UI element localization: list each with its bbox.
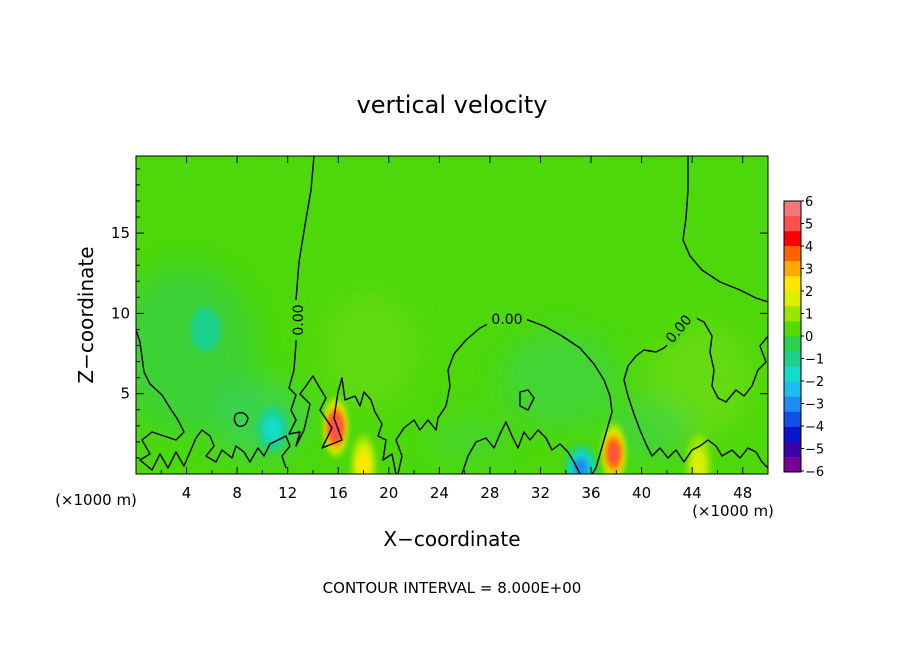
colorbar-label: 3 [805,263,813,278]
x-tick-label: 8 [232,484,242,502]
colorbar-label: −2 [805,375,824,390]
field-level [690,447,706,474]
colorbar-label: −6 [805,465,824,480]
field-max-0 [323,397,348,458]
colorbar-swatch [784,201,801,217]
x-tick-label: 48 [733,484,752,502]
field-max-2 [351,434,376,474]
colorbar-swatch [784,246,801,262]
field-level [357,451,370,474]
colorbar-label: 5 [805,218,813,233]
field-extrema [190,307,711,474]
plot-area: 0.00 0.00 0.00 [135,155,769,475]
colorbar-label: −1 [805,353,824,368]
colorbar-swatch [784,366,801,382]
field-level [331,419,341,436]
colorbar-swatch [784,411,801,428]
x-tick-label: 4 [182,484,192,502]
x-unit-left: (×1000 m) [55,491,137,509]
x-tick-label: 16 [329,484,348,502]
colorbar: 6 5 4 3 2 1 0 −1 −2 −3 −4 −5 −6 [783,195,824,480]
field-level [196,316,215,343]
colorbar-swatch [784,231,801,247]
colorbar-swatch [784,321,801,337]
x-tick-label: 44 [683,484,702,502]
x-axis-ticks: 4 8 12 16 20 24 28 32 36 40 44 48 [160,156,752,502]
colorbar-swatch [784,456,801,473]
colorbar-swatch [784,306,801,322]
contour-label-left: 0.00 [291,304,307,335]
x-tick-label: 36 [581,484,600,502]
y-tick-label: 5 [120,385,130,403]
field-smooth-variations [136,265,755,465]
colorbar-swatch [784,396,801,413]
contour-label-middle: 0.00 [491,312,522,328]
colorbar-label: 6 [805,195,813,210]
colorbar-label: −3 [805,398,824,413]
field-min-6 [190,307,221,352]
velocity-field [136,265,755,474]
colorbar-label: 1 [805,308,813,323]
field-level [263,416,282,443]
colorbar-swatch [784,426,801,443]
colorbar-label: 0 [805,330,813,345]
colorbar-label: −5 [805,443,824,458]
contour-right-upper [682,156,768,303]
y-tick-label: 15 [111,224,130,242]
colorbar-swatch [784,276,801,292]
field-variation-5 [610,400,690,460]
colorbar-swatch [784,441,801,458]
x-tick-label: 32 [531,484,550,502]
colorbar-swatch [784,351,801,367]
field-variation-6 [430,415,510,465]
y-tick-label: 10 [111,304,130,322]
field-variation-0 [136,265,255,435]
field-min-5 [257,407,288,452]
y-axis-label: Z−coordinate [74,246,98,383]
field-variation-2 [320,290,420,410]
field-max-3 [686,434,711,474]
colorbar-label: −4 [805,420,824,435]
colorbar-swatch [784,381,801,398]
plot-frame [135,155,769,475]
zero-contours [136,156,768,474]
contour-center-blob [519,389,535,411]
colorbar-swatch [784,261,801,277]
x-tick-label: 40 [632,484,651,502]
colorbar-swatch [784,336,801,352]
x-tick-label: 12 [278,484,297,502]
contour-small-loop [233,411,249,428]
colorbar-label: 2 [805,285,813,300]
contour-right-lower [623,317,768,469]
colorbar-swatch [784,291,801,307]
chart-title: vertical velocity [357,91,548,119]
y-axis-ticks: 5 10 15 [111,168,768,459]
contour-interval-note: CONTOUR INTERVAL = 8.000E+00 [323,579,582,597]
contour-left-upper [288,156,397,474]
x-tick-label: 28 [480,484,499,502]
colorbar-swatch [784,216,801,232]
x-axis-label: X−coordinate [383,527,520,551]
field-variation-3 [500,330,620,430]
x-tick-label: 20 [379,484,398,502]
x-unit-right: (×1000 m) [692,502,774,520]
field-level [608,443,619,463]
contour-left-lower [136,329,291,471]
x-tick-label: 24 [430,484,449,502]
field-max-1 [601,423,626,474]
colorbar-label: 4 [805,240,813,255]
